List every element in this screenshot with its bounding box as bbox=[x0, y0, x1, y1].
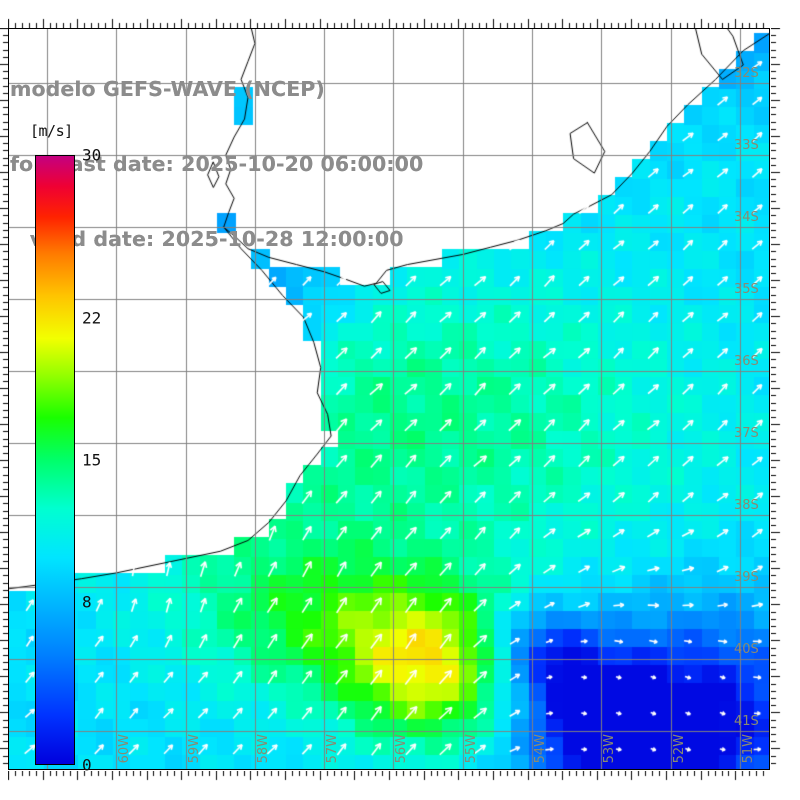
lat-label-37S: 37S bbox=[734, 426, 759, 442]
lon-label-54W: 54W bbox=[533, 734, 548, 764]
wind-vector-arrows bbox=[9, 29, 769, 769]
forecast-date-line: forecast date: 2025-10-20 06:00:00 bbox=[10, 152, 424, 176]
lon-label-57W: 57W bbox=[325, 734, 341, 764]
plot-frame bbox=[8, 28, 770, 770]
colorbar-tick-22: 22 bbox=[82, 308, 102, 328]
colorbar-tick-15: 15 bbox=[82, 450, 102, 470]
axis-ticks-right bbox=[771, 28, 781, 770]
lon-label-55W: 55W bbox=[463, 734, 479, 764]
axis-ticks-top bbox=[8, 18, 770, 28]
lat-label-33S: 33S bbox=[734, 138, 759, 154]
colorbar-tick-8: 8 bbox=[82, 592, 92, 612]
axis-ticks-left bbox=[0, 28, 8, 770]
lon-label-51W: 51W bbox=[740, 734, 756, 764]
lon-label-52W: 52W bbox=[671, 734, 687, 764]
lat-label-35S: 35S bbox=[734, 282, 759, 298]
lon-label-59W: 59W bbox=[186, 734, 202, 764]
lat-label-34S: 34S bbox=[734, 210, 759, 226]
model-title-line: modelo GEFS-WAVE (NCEP) bbox=[10, 77, 325, 101]
lon-label-53W: 53W bbox=[602, 734, 618, 764]
colorbar-gradient bbox=[35, 155, 75, 765]
lon-label-60W: 60W bbox=[117, 734, 133, 764]
lat-label-40S: 40S bbox=[734, 642, 759, 658]
lat-label-39S: 39S bbox=[734, 570, 759, 586]
lon-label-56W: 56W bbox=[394, 734, 410, 764]
axis-ticks-bottom bbox=[8, 771, 770, 781]
colorbar-tick-0: 0 bbox=[82, 755, 92, 775]
lat-label-41S: 41S bbox=[734, 714, 759, 730]
colorbar-tick-30: 30 bbox=[82, 145, 102, 165]
lat-label-36S: 36S bbox=[734, 354, 759, 370]
lat-label-38S: 38S bbox=[734, 498, 759, 514]
colorbar-unit-label: [m/s] bbox=[30, 122, 73, 140]
lat-label-32S: 32S bbox=[734, 66, 759, 82]
lon-label-58W: 58W bbox=[255, 734, 271, 764]
